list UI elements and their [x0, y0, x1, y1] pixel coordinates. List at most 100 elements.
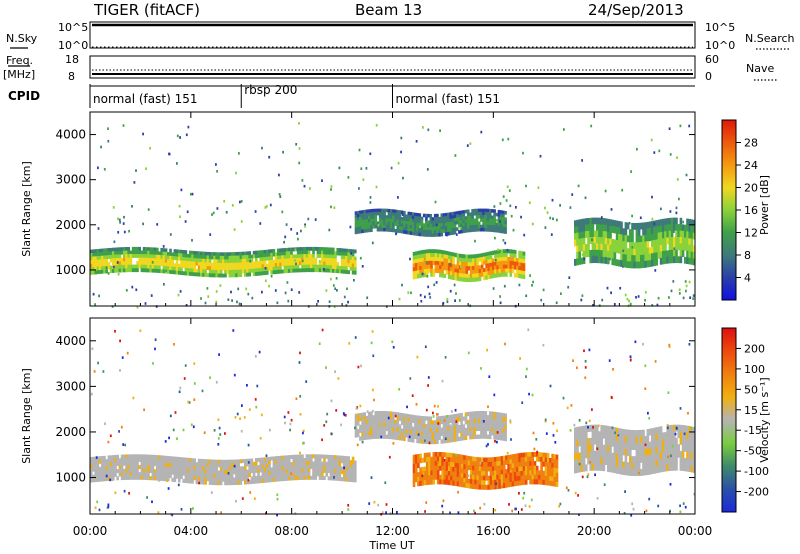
heatmap-cell — [123, 230, 126, 234]
heatmap-cell — [463, 258, 466, 263]
heatmap-cell — [394, 431, 397, 436]
heatmap-cell — [494, 258, 497, 262]
heatmap-cell — [241, 255, 245, 260]
heatmap-cell — [409, 426, 413, 431]
heatmap-cell — [678, 292, 681, 295]
heatmap-cell — [403, 214, 406, 218]
heatmap-cell — [103, 251, 106, 256]
heatmap-cell — [430, 249, 433, 254]
heatmap-cell — [285, 469, 289, 474]
heatmap-cell — [263, 249, 267, 254]
heatmap-cell — [688, 426, 691, 433]
heatmap-cell — [392, 431, 395, 436]
heatmap-cell — [444, 438, 448, 444]
heatmap-cell — [237, 255, 240, 260]
heatmap-cell — [451, 224, 455, 229]
heatmap-cell — [370, 415, 373, 420]
heatmap-cell — [421, 257, 425, 263]
heatmap-cell — [398, 432, 402, 437]
heatmap-cell — [103, 269, 106, 274]
heatmap-cell — [609, 251, 612, 259]
heatmap-cell — [394, 423, 397, 428]
heatmap-cell — [624, 461, 628, 469]
heatmap-cell — [296, 264, 300, 269]
heatmap-cell — [447, 430, 450, 435]
heatmap-cell — [555, 468, 559, 474]
heatmap-cell — [147, 250, 150, 255]
heatmap-cell — [98, 456, 102, 461]
heatmap-cell — [421, 480, 425, 486]
heatmap-cell — [224, 270, 227, 274]
heatmap-cell — [497, 229, 501, 233]
heatmap-cell — [576, 440, 579, 447]
heatmap-cell — [486, 218, 490, 222]
heatmap-cell — [613, 252, 617, 260]
heatmap-cell — [497, 226, 501, 230]
heatmap-cell — [327, 261, 331, 266]
heatmap-cell — [671, 444, 674, 448]
velocity-colorbar-label: Velocity [m s⁻¹] — [758, 377, 771, 462]
heatmap-cell — [160, 258, 163, 263]
heatmap-cell — [453, 221, 457, 225]
heatmap-cell — [285, 466, 289, 470]
x-axis: 00:00 04:00 08:00 12:00 16:00 20:00 00:00 — [73, 112, 712, 538]
heatmap-cell — [436, 428, 439, 433]
heatmap-cell — [425, 233, 428, 237]
heatmap-cell — [494, 236, 496, 240]
heatmap-cell — [414, 477, 418, 483]
heatmap-cell — [598, 457, 601, 465]
heatmap-cell — [499, 428, 503, 433]
heatmap-cell — [624, 248, 628, 255]
heatmap-cell — [403, 223, 406, 228]
heatmap-cell — [414, 251, 418, 256]
heatmap-cell — [123, 268, 126, 273]
heatmap-cell — [629, 229, 632, 236]
heatmap-cell — [659, 445, 663, 453]
heatmap-cell — [409, 218, 413, 223]
heatmap-cell — [307, 257, 311, 262]
heatmap-cell — [580, 231, 584, 239]
heatmap-cell — [464, 420, 468, 425]
heatmap-cell — [542, 343, 545, 347]
heatmap-cell — [670, 444, 674, 452]
heatmap-cell — [505, 455, 508, 461]
heatmap-cell — [120, 458, 124, 463]
heatmap-cell — [442, 219, 446, 224]
heatmap-cell — [502, 417, 505, 422]
heatmap-cell — [690, 459, 694, 466]
heatmap-cell — [290, 472, 292, 475]
heatmap-cell — [540, 470, 543, 476]
heatmap-cell — [471, 209, 474, 213]
heatmap-cell — [307, 475, 311, 480]
heatmap-cell — [310, 257, 313, 262]
heatmap-cell — [485, 457, 488, 463]
heatmap-cell — [449, 289, 452, 293]
heatmap-cell — [143, 408, 145, 412]
heatmap-cell — [90, 256, 93, 261]
heatmap-cell — [427, 424, 430, 429]
heatmap-cell — [582, 438, 586, 446]
heatmap-cell — [602, 256, 606, 264]
heatmap-cell — [185, 304, 188, 307]
heatmap-cell — [613, 220, 617, 227]
heatmap-cell — [281, 459, 284, 464]
heatmap-cell — [521, 401, 524, 404]
heatmap-cell — [107, 272, 110, 275]
heatmap-cell — [432, 479, 436, 485]
heatmap-cell — [465, 258, 469, 263]
heatmap-cell — [369, 196, 372, 199]
heatmap-cell — [321, 179, 323, 182]
heatmap-cell — [292, 458, 295, 463]
heatmap-cell — [644, 364, 647, 368]
heatmap-cell — [310, 268, 313, 273]
heatmap-cell — [414, 228, 417, 233]
heatmap-cell — [112, 258, 115, 263]
heatmap-cell — [603, 483, 606, 486]
heatmap-cell — [123, 215, 125, 219]
heatmap-cell — [449, 212, 452, 216]
heatmap-cell — [436, 226, 439, 231]
heatmap-cell — [417, 472, 420, 478]
heatmap-cell — [279, 477, 282, 482]
heatmap-cell — [219, 262, 223, 267]
